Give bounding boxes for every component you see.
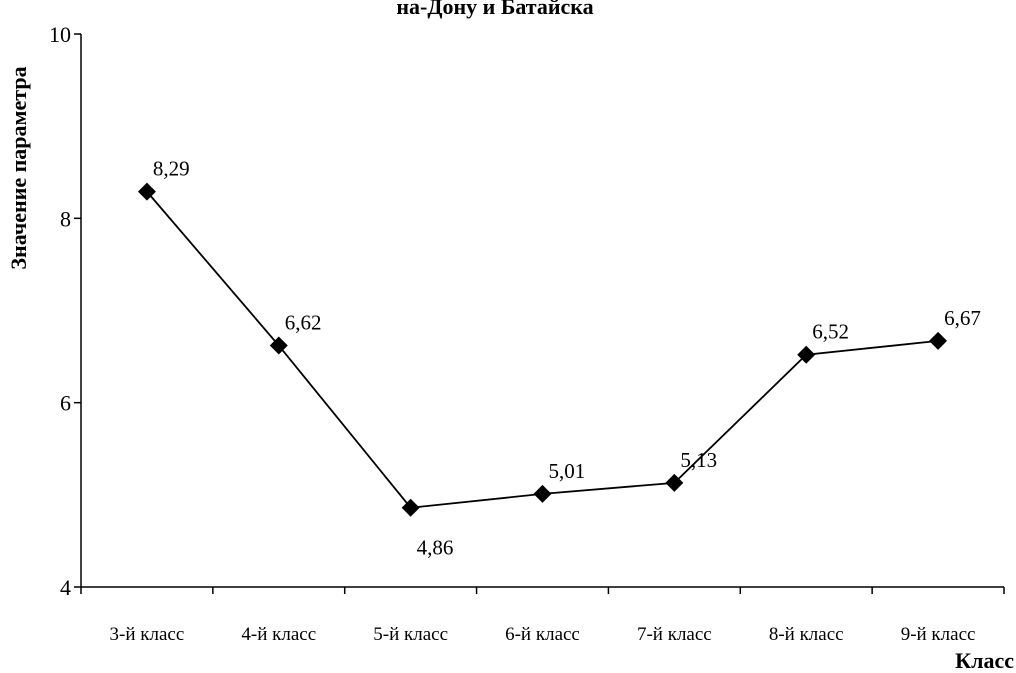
x-tick-label: 7-й класс [637, 624, 712, 645]
y-tick-label: 10 [49, 22, 71, 47]
chart-title: на-Дону и Батайска [396, 0, 593, 19]
data-label: 6,62 [285, 311, 322, 335]
x-tick-label: 3-й класс [110, 624, 185, 645]
data-point-marker [797, 345, 816, 364]
data-point-marker [929, 331, 948, 350]
data-point-marker [137, 182, 156, 201]
x-tick-label: 8-й класс [769, 624, 844, 645]
y-tick-label: 4 [60, 575, 71, 600]
x-ticks: 3-й класс 4-й класс 5-й класс 6-й класс 7-й … [80, 587, 1005, 645]
x-axis-title: Класс [955, 648, 1014, 673]
series [146, 191, 939, 509]
data-label: 8,29 [153, 157, 190, 181]
data-label: 6,52 [812, 320, 849, 344]
data-label: 4,86 [417, 536, 454, 560]
data-label: 6,67 [944, 306, 981, 330]
x-tick-label: 6-й класс [505, 624, 580, 645]
data-point-marker [269, 336, 288, 355]
data-point-marker [401, 498, 420, 517]
y-tick-label: 8 [60, 206, 71, 231]
data-label: 5,01 [549, 459, 586, 483]
series-line [146, 191, 939, 509]
y-tick-label: 6 [60, 391, 71, 416]
x-tick-label: 4-й класс [241, 624, 316, 645]
y-axis-title: Значение параметра [6, 66, 31, 269]
x-tick-label: 9-й класс [901, 624, 976, 645]
data-point-marker [533, 484, 552, 503]
data-labels: 8,29 6,62 4,86 5,01 5,13 6,52 6,67 [153, 157, 981, 560]
x-tick-label: 5-й класс [373, 624, 448, 645]
y-ticks: 4 6 8 10 [49, 22, 81, 600]
data-label: 5,13 [680, 448, 717, 472]
axes [80, 34, 1004, 588]
data-point-marker [665, 473, 684, 492]
data-markers [137, 182, 948, 517]
